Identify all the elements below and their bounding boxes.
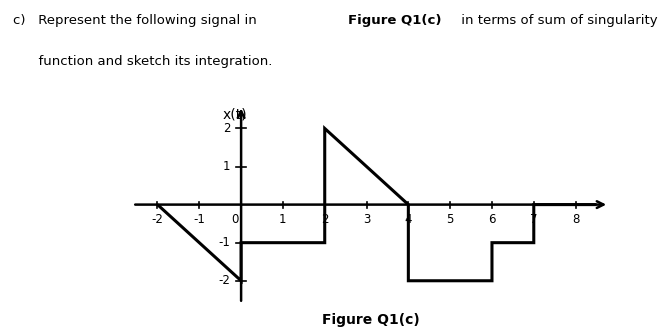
- Text: function and sketch its integration.: function and sketch its integration.: [13, 55, 273, 68]
- Text: 0: 0: [231, 213, 238, 226]
- Text: in terms of sum of singularity: in terms of sum of singularity: [457, 14, 657, 27]
- Text: 1: 1: [223, 160, 230, 173]
- Text: 2: 2: [223, 122, 230, 135]
- Text: x(t): x(t): [222, 108, 247, 121]
- Text: 6: 6: [488, 213, 496, 226]
- Text: 2: 2: [321, 213, 328, 226]
- Text: 5: 5: [446, 213, 454, 226]
- Text: -1: -1: [193, 213, 205, 226]
- Text: Figure Q1(c): Figure Q1(c): [348, 14, 441, 27]
- Text: -2: -2: [152, 213, 164, 226]
- Text: -2: -2: [218, 274, 230, 287]
- Text: -1: -1: [218, 236, 230, 249]
- Text: 4: 4: [404, 213, 412, 226]
- Text: 7: 7: [530, 213, 538, 226]
- Text: 1: 1: [279, 213, 287, 226]
- Text: Figure Q1(c): Figure Q1(c): [322, 313, 420, 327]
- Text: c)   Represent the following signal in: c) Represent the following signal in: [13, 14, 261, 27]
- Text: 8: 8: [572, 213, 579, 226]
- Text: 3: 3: [363, 213, 370, 226]
